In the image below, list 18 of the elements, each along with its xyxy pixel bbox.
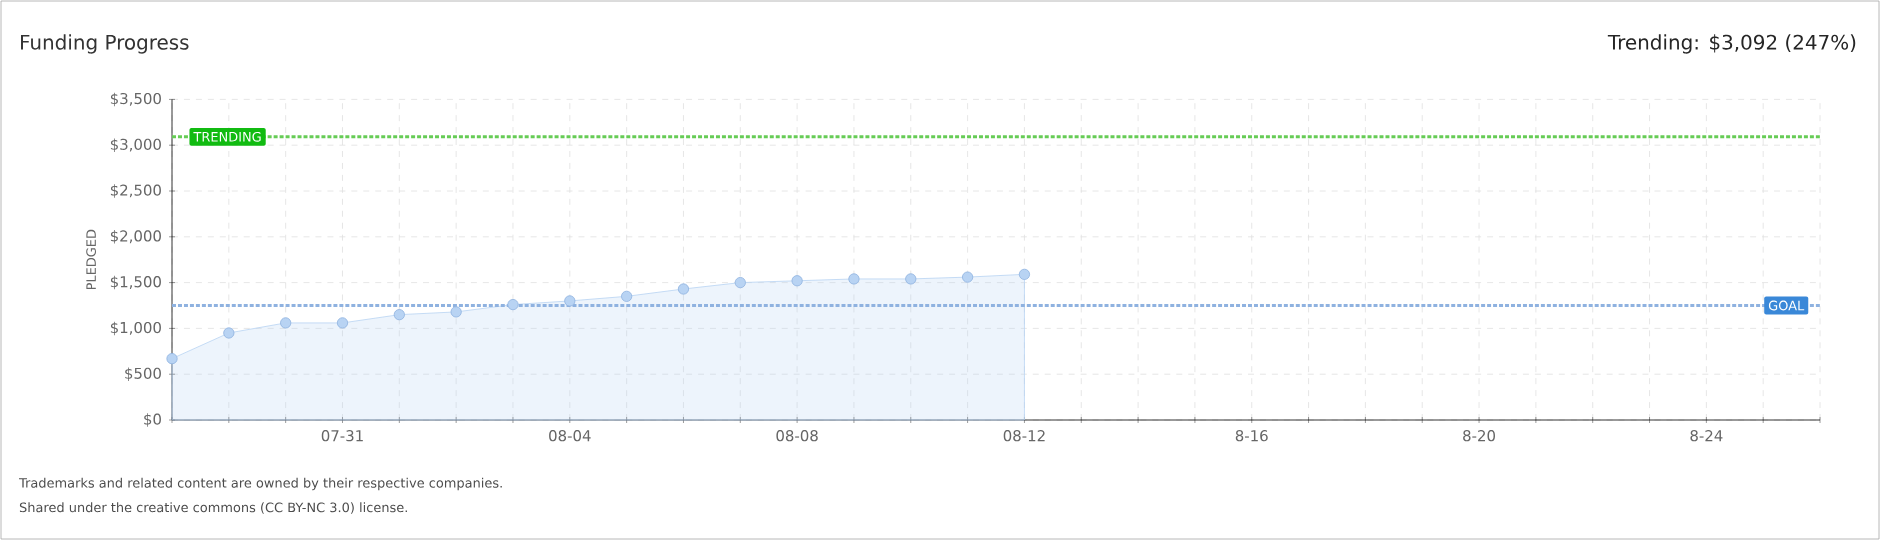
point	[905, 273, 917, 285]
point	[336, 317, 349, 329]
text: Trending: $3,092 (247%)	[1607, 34, 1856, 54]
point	[677, 283, 690, 295]
point	[1018, 268, 1031, 280]
point	[564, 295, 576, 307]
point	[507, 299, 519, 311]
point	[280, 317, 292, 329]
chart-title: Funding Progress	[21, 34, 189, 54]
point	[223, 327, 235, 339]
point	[734, 277, 746, 289]
point	[166, 353, 178, 365]
point	[848, 273, 860, 285]
point	[450, 306, 462, 318]
point	[791, 275, 803, 287]
point	[962, 271, 974, 283]
point	[393, 309, 405, 321]
point	[621, 290, 633, 302]
